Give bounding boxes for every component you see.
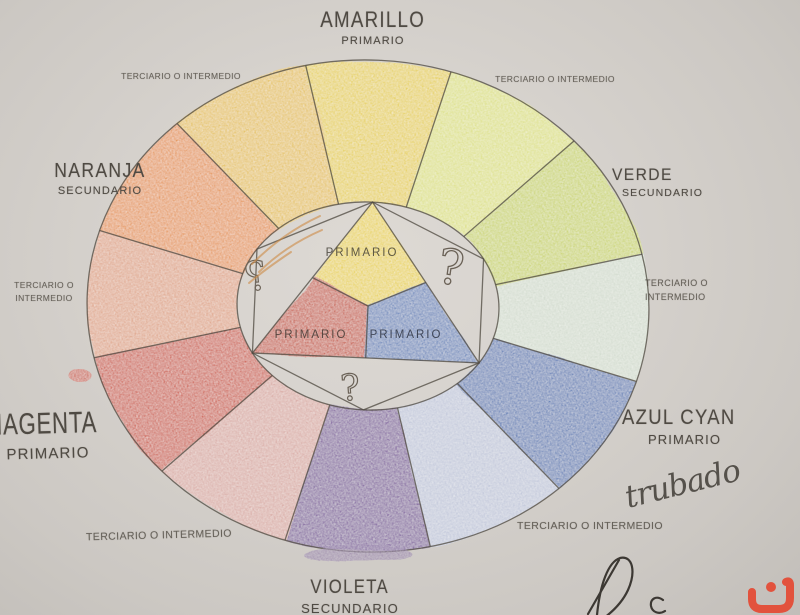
primary-kites [252,202,480,363]
label-tertiary-top-left: TERCIARIO O INTERMEDIO [121,71,241,81]
segment-azul-violeta [397,383,559,547]
label-verde-title: VERDE [612,165,673,184]
label-naranja-title: NARANJA [54,160,146,182]
label-magenta-sub: PRIMARIO [6,443,90,463]
label-azul-cyan-sub: PRIMARIO [648,432,722,448]
segment-violeta-magenta [161,375,330,541]
svg-text:?: ? [339,367,361,409]
segment-naranja [99,123,279,274]
label-tertiary-mid-left-l2: INTERMEDIO [15,293,73,304]
label-azul-cyan: AZUL CYAN PRIMARIO [622,406,751,448]
label-magenta: MAGENTA PRIMARIO [0,405,138,464]
violet-overshoot [304,546,412,562]
orange-scribble [248,215,323,284]
label-tertiary-mid-right: TERCIARIO O INTERMEDIO [645,277,735,305]
label-violeta: VIOLETA SECUNDARIO [270,577,430,615]
segment-magenta [94,327,273,472]
segment-azul-cyan [457,338,637,489]
label-tertiary-bottom-right: TERCIARIO O INTERMEDIO [517,520,663,532]
label-tertiary-top-right: TERCIARIO O INTERMEDIO [495,74,615,84]
label-naranja-sub: SECUNDARIO [57,185,143,197]
segment-verde [463,140,642,285]
label-naranja: NARANJA SECUNDARIO [25,160,175,198]
segment-amarillo [305,60,451,208]
label-azul-cyan-title: AZUL CYAN [622,406,736,429]
segment-amarillo-verde [406,71,575,237]
segment-naranja-amarillo [177,65,339,229]
label-violeta-sub: SECUNDARIO [301,600,399,615]
label-verde-sub: SECUNDARIO [622,187,704,200]
handwritten-initials-mark [586,556,667,615]
label-tertiary-mid-right-l1: TERCIARIO O [645,278,708,288]
handwritten-signature: trubado [621,452,744,515]
label-tertiary-mid-left: TERCIARIO O INTERMEDIO [4,279,84,305]
label-verde: VERDE SECUNDARIO [612,165,732,199]
printed-lines [86,59,650,553]
pencil-question-mark-right: ? [434,238,469,298]
label-magenta-title: MAGENTA [0,406,98,443]
noon-logo-icon [748,577,794,613]
label-tertiary-mid-right-l2: INTERMEDIO [645,291,706,302]
pencil-question-mark-bottom: ? [339,367,362,410]
label-amarillo-title: AMARILLO [320,7,426,32]
kite-primario-yellow [312,202,426,306]
label-tertiary-mid-left-l1: TERCIARIO O [14,280,74,290]
kite-primario-red [252,277,368,358]
magenta-overshoot [69,370,91,384]
kite-primario-blue [365,282,480,363]
label-amarillo: AMARILLO PRIMARIO [258,7,488,48]
segment-violeta [285,404,431,552]
label-violeta-title: VIOLETA [310,577,390,598]
svg-text:?: ? [434,238,467,297]
crayon-overshoots [69,370,412,562]
label-amarillo-sub: PRIMARIO [341,35,405,48]
